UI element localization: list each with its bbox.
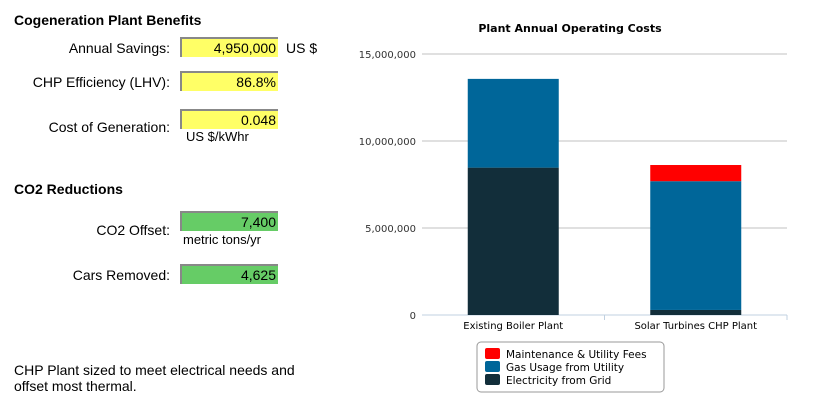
legend-swatch: [485, 374, 500, 385]
annual-savings-label: Annual Savings:: [68, 40, 170, 56]
legend-label: Electricity from Grid: [506, 375, 611, 387]
chp-efficiency-label: CHP Efficiency (LHV):: [32, 74, 170, 90]
annual-savings-unit: US $: [286, 40, 318, 56]
legend-label: Maintenance & Utility Fees: [506, 349, 647, 361]
benefits-title: Cogeneration Plant Benefits: [14, 12, 202, 28]
co2-offset-field: 7,400: [180, 211, 278, 231]
co2-offset-label: CO2 Offset:: [96, 222, 170, 238]
cost-generation-field: 0.048: [180, 109, 278, 129]
chp-efficiency-field: 86.8%: [180, 71, 278, 91]
bar-segment: [650, 309, 742, 315]
y-tick-label: 5,000,000: [365, 224, 416, 235]
y-tick-label: 15,000,000: [359, 50, 416, 61]
x-tick-label: Existing Boiler Plant: [463, 321, 563, 332]
y-tick-label: 10,000,000: [359, 137, 416, 148]
co2-title: CO2 Reductions: [14, 181, 123, 197]
legend-swatch: [485, 361, 500, 372]
legend-label: Gas Usage from Utility: [506, 362, 624, 374]
x-tick-label: Solar Turbines CHP Plant: [634, 321, 757, 332]
bar-segment: [650, 165, 742, 182]
bar-segment: [650, 181, 742, 310]
co2-offset-unit: metric tons/yr: [183, 232, 262, 247]
note-text: CHP Plant sized to meet electrical needs…: [14, 362, 295, 394]
legend-box: [476, 341, 665, 393]
bar-segment: [467, 78, 559, 168]
annual-savings-field: 4,950,000: [180, 37, 278, 57]
bar-segment: [467, 167, 559, 315]
chart-title: Plant Annual Operating Costs: [478, 22, 662, 35]
cost-generation-label: Cost of Generation:: [48, 119, 170, 135]
cars-removed-field: 4,625: [180, 264, 278, 284]
cars-removed-label: Cars Removed:: [72, 267, 170, 283]
legend-swatch: [485, 348, 500, 359]
y-tick-label: 0: [410, 311, 416, 322]
cost-generation-unit: US $/kWhr: [186, 129, 249, 144]
